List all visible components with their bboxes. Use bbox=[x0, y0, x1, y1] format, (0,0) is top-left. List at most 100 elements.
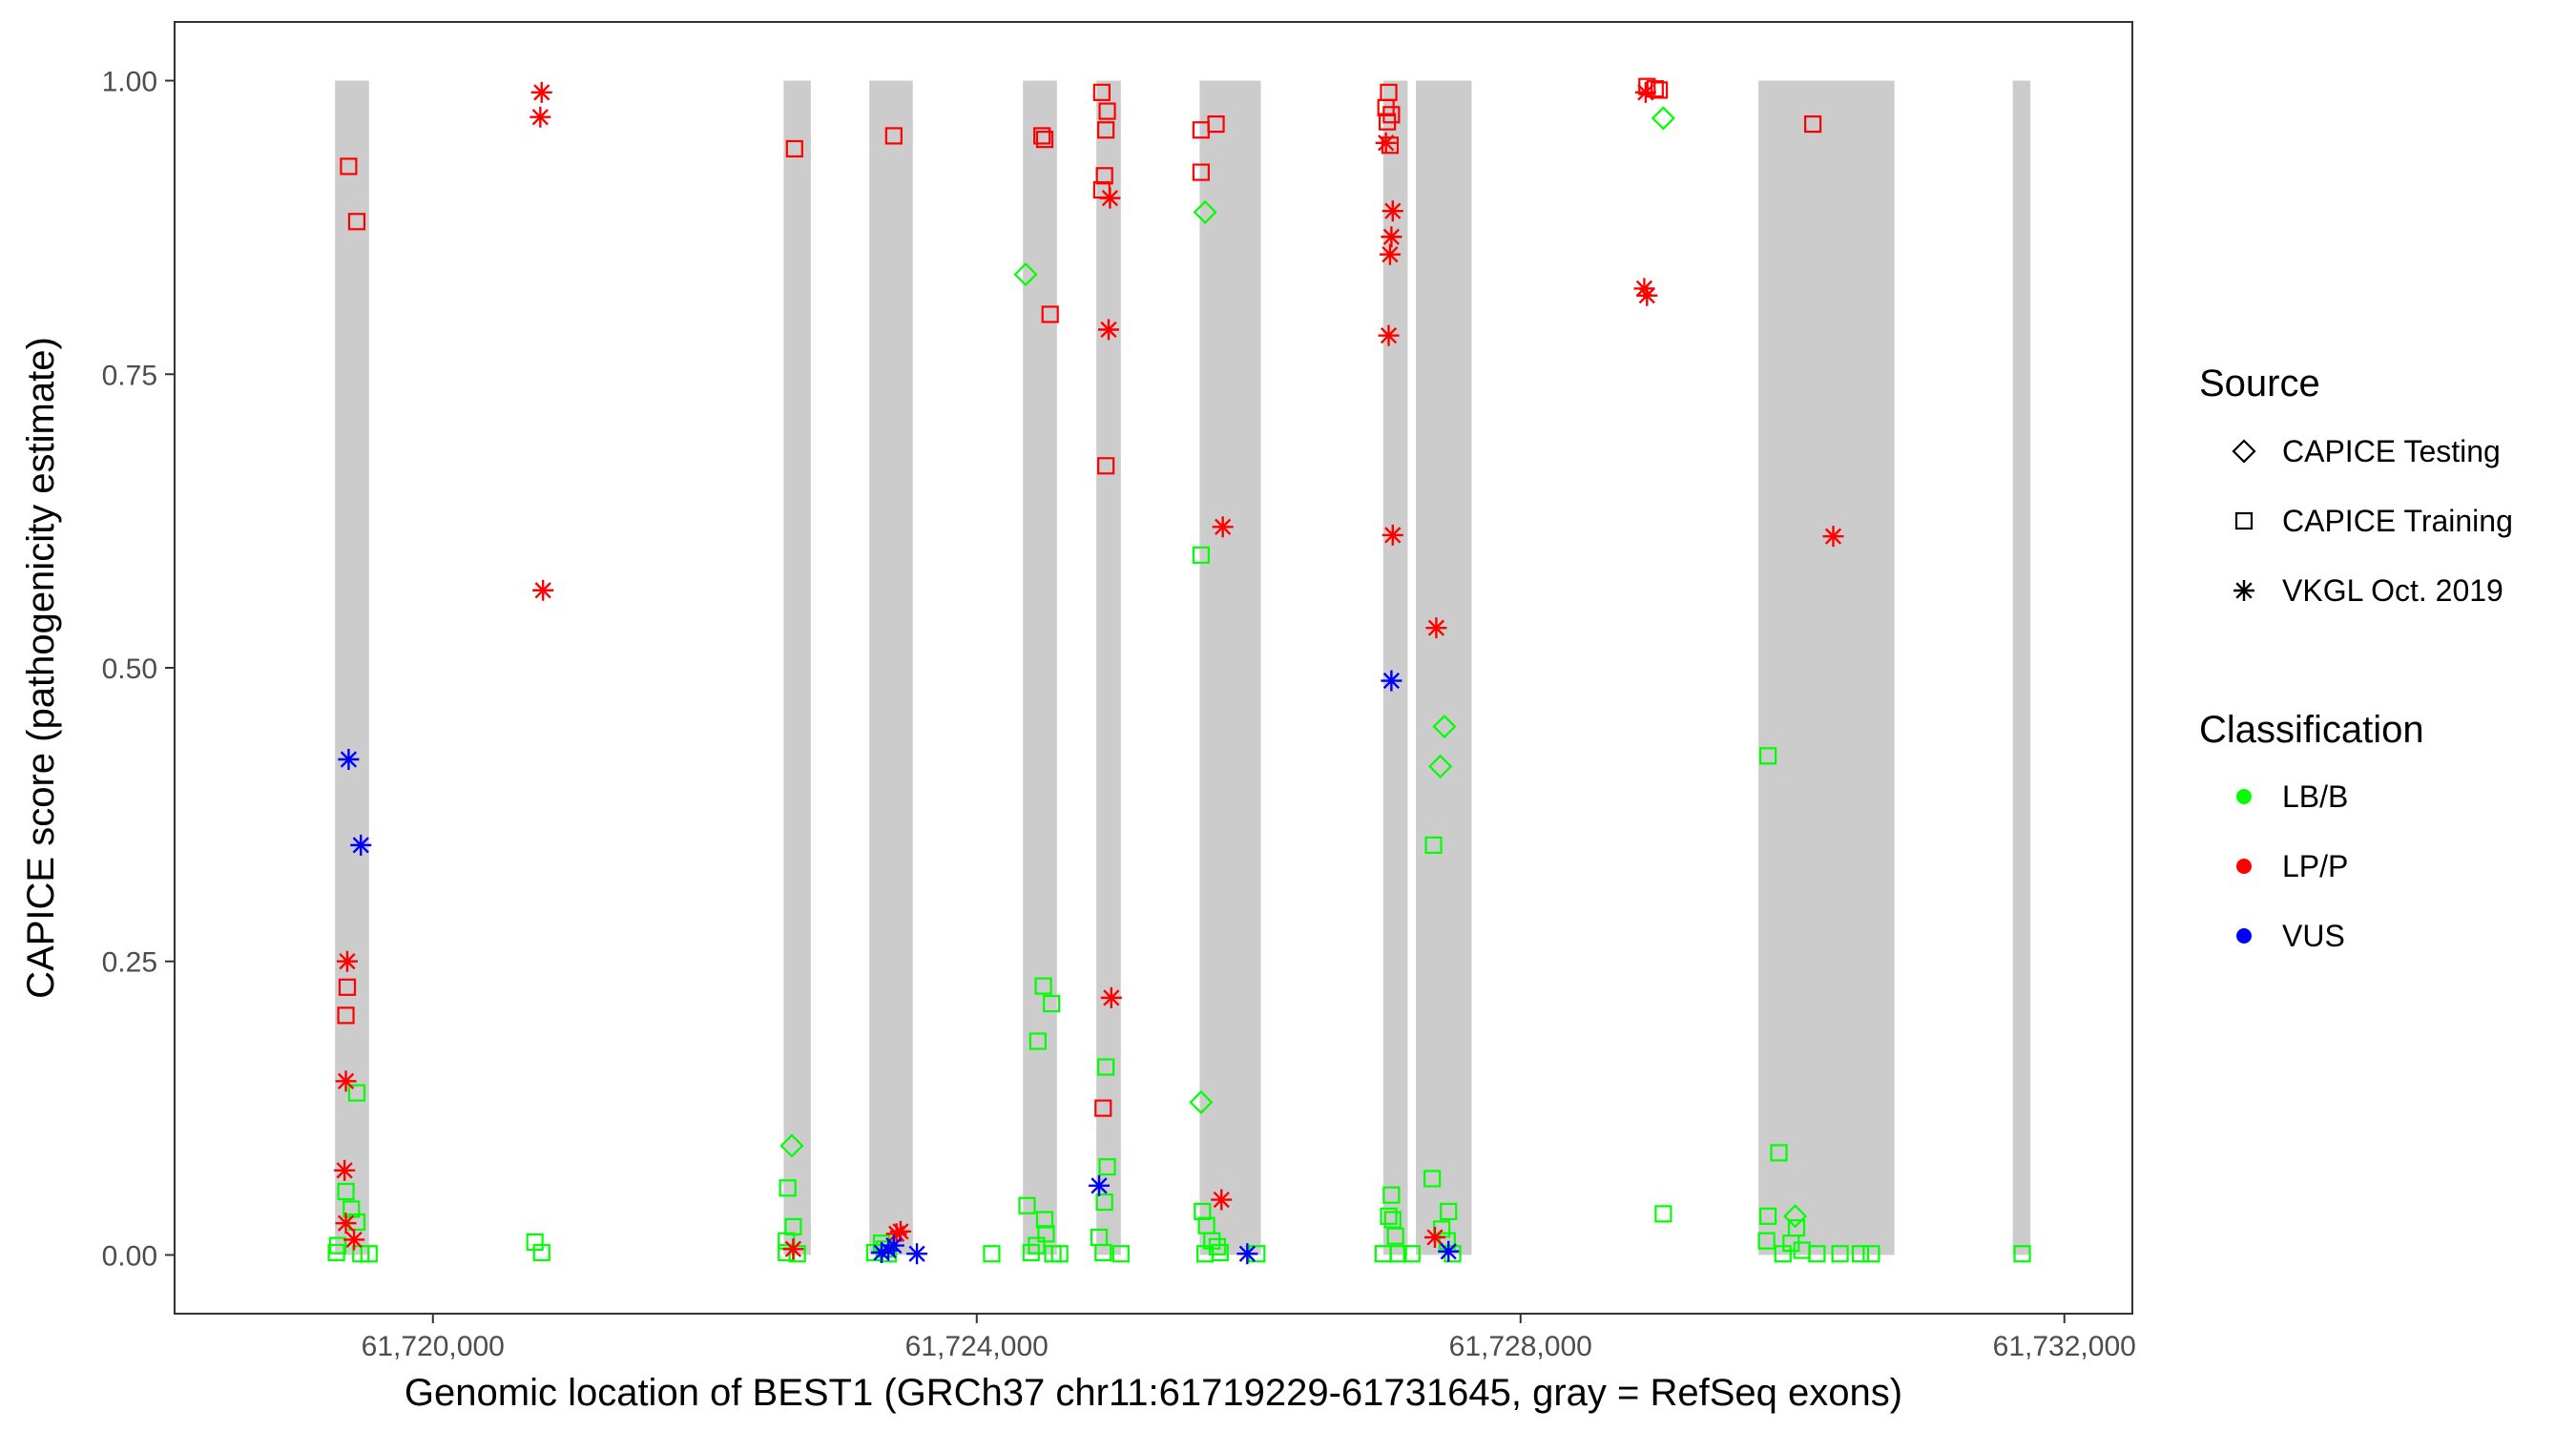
data-point bbox=[1097, 457, 1115, 475]
data-point bbox=[1774, 1245, 1792, 1263]
data-point bbox=[1095, 1192, 1113, 1212]
data-point bbox=[1386, 1227, 1404, 1245]
data-point bbox=[347, 213, 366, 231]
data-point bbox=[1636, 284, 1658, 306]
exon-band bbox=[869, 80, 913, 1255]
y-tick-label: 0.00 bbox=[102, 1240, 157, 1272]
data-point bbox=[1428, 754, 1453, 778]
legend-source-key bbox=[2232, 439, 2256, 464]
legend-class-label: LP/P bbox=[2282, 849, 2348, 883]
data-point bbox=[347, 1213, 366, 1232]
data-point bbox=[1862, 1245, 1880, 1263]
x-tick-label: 61,720,000 bbox=[362, 1331, 505, 1362]
data-point bbox=[530, 106, 551, 128]
data-point bbox=[1378, 324, 1400, 346]
y-tick-label: 0.25 bbox=[102, 947, 157, 979]
data-point bbox=[871, 1241, 892, 1263]
data-point bbox=[1018, 1196, 1036, 1214]
exon-band bbox=[1382, 80, 1408, 1255]
legend-class-key bbox=[2236, 789, 2252, 804]
data-point bbox=[532, 579, 554, 601]
data-point bbox=[1028, 1032, 1047, 1050]
data-point bbox=[1194, 1202, 1212, 1221]
data-point bbox=[1381, 524, 1403, 546]
x-tick-label: 61,728,000 bbox=[1449, 1331, 1592, 1362]
data-point bbox=[1380, 1207, 1398, 1225]
data-point bbox=[782, 1238, 804, 1260]
data-point bbox=[906, 1243, 928, 1265]
data-point bbox=[884, 127, 903, 145]
legend-source-label: CAPICE Testing bbox=[2282, 434, 2501, 468]
data-point bbox=[1094, 1243, 1112, 1262]
data-point bbox=[1758, 1207, 1777, 1225]
data-point bbox=[338, 749, 360, 771]
data-point bbox=[1438, 1240, 1460, 1262]
data-point bbox=[1098, 102, 1116, 120]
data-point bbox=[1043, 994, 1061, 1013]
legend-source-key bbox=[2234, 511, 2254, 530]
data-point bbox=[1034, 977, 1052, 995]
data-point bbox=[1402, 1245, 1421, 1263]
data-point bbox=[1424, 836, 1443, 854]
data-point bbox=[336, 950, 358, 972]
data-point bbox=[1041, 305, 1059, 323]
data-point bbox=[1381, 200, 1403, 222]
exon-band bbox=[1023, 80, 1057, 1255]
data-point bbox=[785, 139, 803, 158]
data-point bbox=[1757, 1232, 1776, 1250]
exon-band bbox=[1416, 80, 1472, 1255]
data-point bbox=[350, 834, 372, 856]
data-point bbox=[1378, 113, 1397, 131]
data-point bbox=[1851, 1245, 1870, 1263]
data-point bbox=[1783, 1204, 1808, 1229]
data-point bbox=[334, 1159, 356, 1181]
data-point bbox=[1193, 199, 1217, 224]
data-point bbox=[1375, 132, 1397, 154]
data-point bbox=[1207, 114, 1225, 134]
legend-class-key bbox=[2236, 928, 2252, 944]
data-point bbox=[337, 1006, 355, 1025]
data-point bbox=[1831, 1245, 1849, 1263]
data-point bbox=[983, 1245, 1001, 1263]
data-point bbox=[1089, 1174, 1110, 1196]
data-point bbox=[1196, 1245, 1215, 1263]
data-point bbox=[1098, 1158, 1116, 1176]
data-point bbox=[338, 978, 357, 996]
x-tick-label: 61,732,000 bbox=[1993, 1331, 2136, 1362]
data-point bbox=[1389, 1245, 1407, 1263]
data-point bbox=[1033, 127, 1051, 145]
data-point bbox=[347, 1084, 366, 1102]
data-point bbox=[1634, 81, 1656, 103]
data-point bbox=[1822, 526, 1844, 548]
data-point bbox=[1035, 1211, 1054, 1229]
data-point bbox=[1654, 1205, 1672, 1223]
data-point bbox=[1808, 1245, 1826, 1263]
data-point bbox=[1095, 167, 1113, 185]
data-point bbox=[1381, 670, 1402, 692]
data-point bbox=[1097, 1058, 1115, 1076]
data-point bbox=[1381, 226, 1402, 248]
data-point bbox=[1050, 1245, 1069, 1263]
data-point bbox=[1035, 130, 1054, 149]
x-axis-title: Genomic location of BEST1 (GRCh37 chr11:… bbox=[405, 1372, 1902, 1414]
data-point bbox=[1650, 81, 1669, 99]
data-point bbox=[1100, 986, 1122, 1008]
data-point bbox=[1192, 163, 1210, 181]
data-point bbox=[1037, 1225, 1055, 1243]
data-point bbox=[1651, 106, 1675, 131]
data-points bbox=[327, 77, 2031, 1265]
data-point bbox=[1192, 546, 1210, 564]
data-point bbox=[343, 1229, 365, 1251]
data-point bbox=[1236, 1243, 1258, 1265]
data-point bbox=[1097, 121, 1115, 139]
data-point bbox=[360, 1245, 378, 1263]
data-point bbox=[532, 1243, 551, 1262]
y-axis: 0.00 0.25 0.50 0.75 1.00 bbox=[102, 67, 175, 1272]
exon-band bbox=[1758, 80, 1895, 1255]
exon-band bbox=[2012, 80, 2031, 1255]
data-point bbox=[885, 1223, 907, 1245]
exon-band bbox=[1096, 80, 1121, 1255]
exon-band bbox=[783, 80, 811, 1255]
legend-class-key bbox=[2236, 859, 2252, 874]
